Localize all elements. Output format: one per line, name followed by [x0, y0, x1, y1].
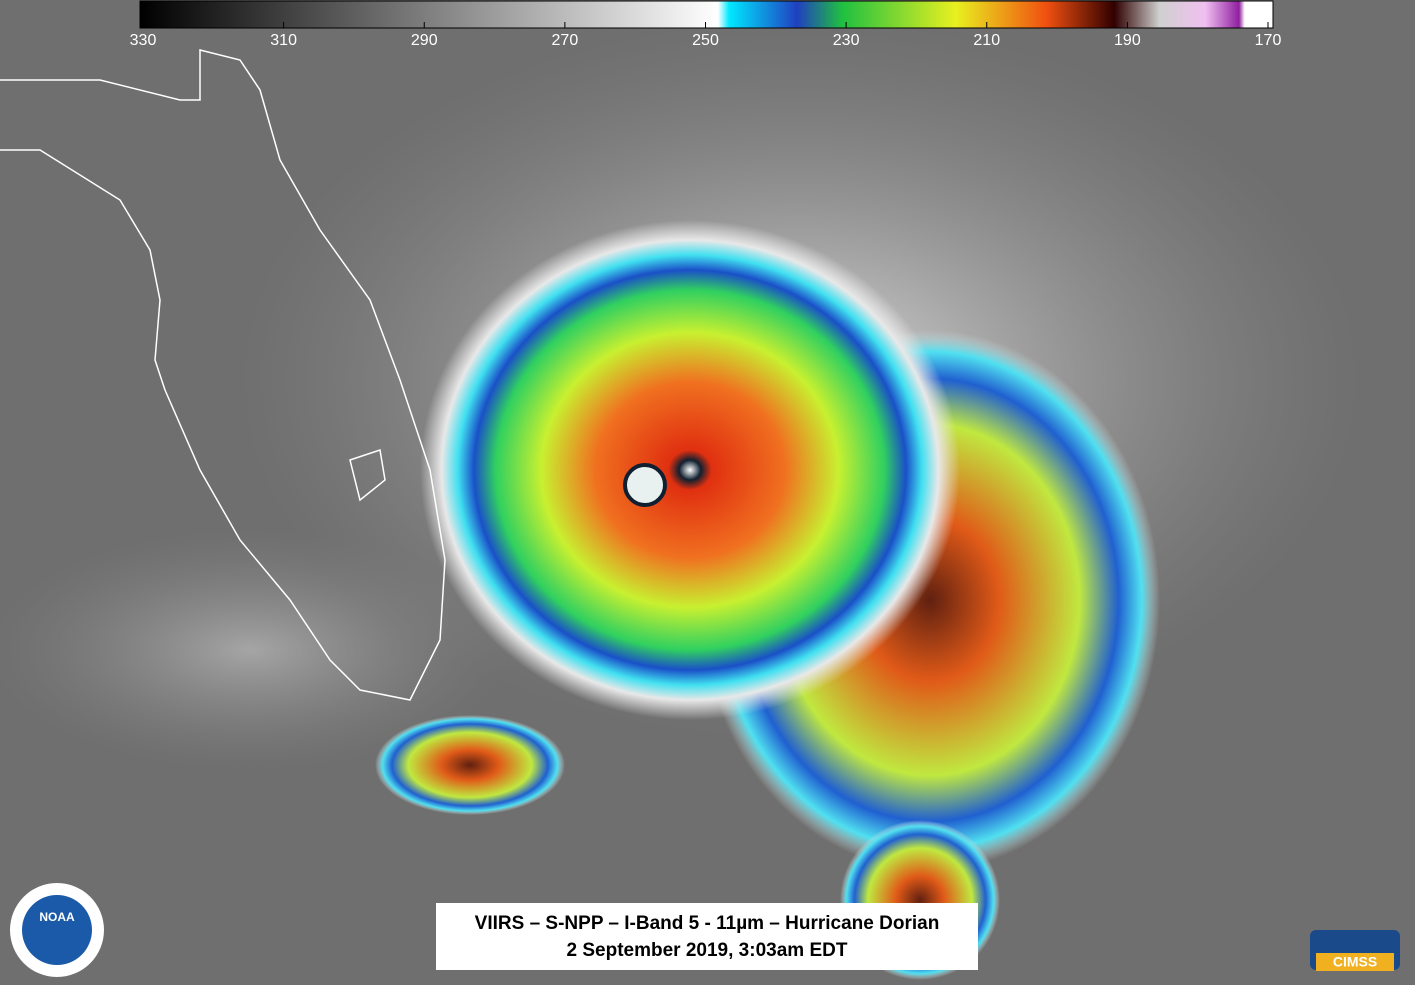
noaa-logo-text: NOAA [39, 910, 75, 924]
eye [623, 463, 667, 507]
tick-label: 310 [270, 32, 297, 49]
caption: VIIRS – S-NPP – I-Band 5 - 11µm – Hurric… [475, 913, 940, 934]
tick-label: 270 [552, 32, 579, 49]
rain-band [375, 715, 565, 815]
cimss-logo-text: CIMSS [1333, 954, 1377, 970]
tick-label: 290 [411, 32, 438, 49]
cloud [0, 530, 510, 770]
noaa-logo-inner [22, 895, 92, 965]
tick-label: 190 [1114, 32, 1141, 49]
tick-label: 170 [1255, 32, 1282, 49]
coastline [0, 49, 446, 701]
caption-box [436, 903, 978, 970]
tick-label: 330 [130, 32, 157, 49]
cimss-logo-band [1316, 953, 1394, 971]
tick-label: 210 [973, 32, 1000, 49]
caption: 2 September 2019, 3:03am EDT [567, 940, 848, 961]
tick-label: 230 [833, 32, 860, 49]
colorbar [139, 0, 1274, 29]
tick-label: 250 [692, 32, 719, 49]
hurricane [420, 220, 960, 720]
lake-outline [349, 449, 386, 502]
